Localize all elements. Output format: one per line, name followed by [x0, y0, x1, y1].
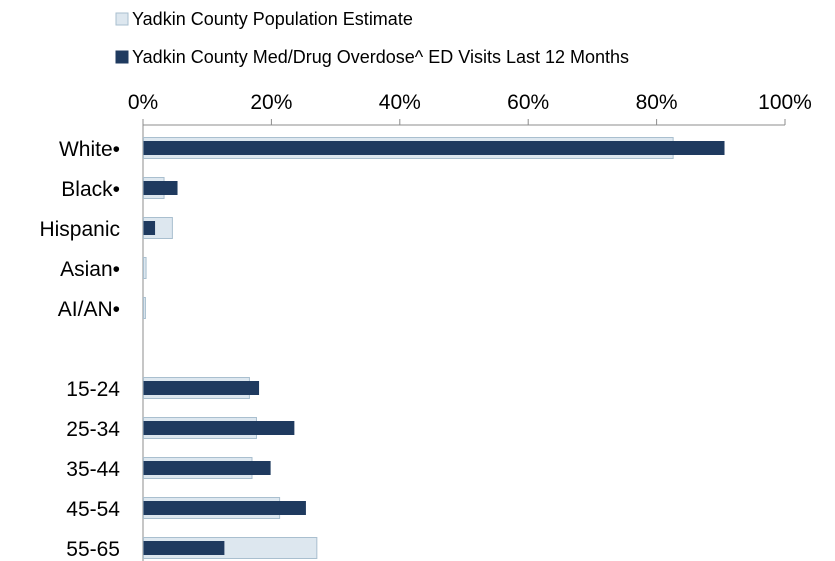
bar-overdose-ed-visits [143, 381, 260, 395]
bar-population-estimate [143, 257, 147, 279]
x-tick-label: 0% [128, 91, 158, 114]
bar-overdose-ed-visits [143, 221, 156, 235]
bar-overdose-ed-visits [143, 421, 295, 435]
legend-swatch-2 [115, 50, 129, 64]
category-label: 15-24 [66, 378, 120, 401]
category-label: Hispanic [39, 218, 120, 241]
category-label: White• [59, 138, 120, 161]
bar-population-estimate [143, 297, 146, 319]
bar-overdose-ed-visits [143, 501, 306, 515]
x-tick-label: 100% [758, 91, 812, 114]
x-tick-label: 80% [636, 91, 678, 114]
category-label: 45-54 [66, 498, 120, 521]
legend-label-1: Yadkin County Population Estimate [132, 9, 413, 29]
bars [143, 137, 725, 559]
legend: Yadkin County Population Estimate Yadkin … [115, 9, 629, 67]
category-label: 35-44 [66, 458, 120, 481]
bar-overdose-ed-visits [143, 141, 725, 155]
category-axis: White• Black• Hispanic Asian• AI/AN• 15-24 25-… [39, 125, 144, 561]
category-label: Black• [61, 178, 120, 201]
x-tick-label: 20% [250, 91, 292, 114]
category-label: 25-34 [66, 418, 120, 441]
x-tick-label: 40% [379, 91, 421, 114]
legend-label-2: Yadkin County Med/Drug Overdose^ ED Visi… [132, 47, 629, 67]
bar-overdose-ed-visits [143, 541, 225, 555]
bar-overdose-ed-visits [143, 181, 178, 195]
category-label: 55-65 [66, 538, 120, 561]
category-label: AI/AN• [58, 298, 120, 321]
x-axis: 0% 20% 40% 60% 80% 100% [128, 91, 812, 126]
bar-overdose-ed-visits [143, 461, 271, 475]
category-label: Asian• [60, 258, 120, 281]
legend-swatch-1 [115, 12, 129, 26]
x-tick-label: 60% [507, 91, 549, 114]
